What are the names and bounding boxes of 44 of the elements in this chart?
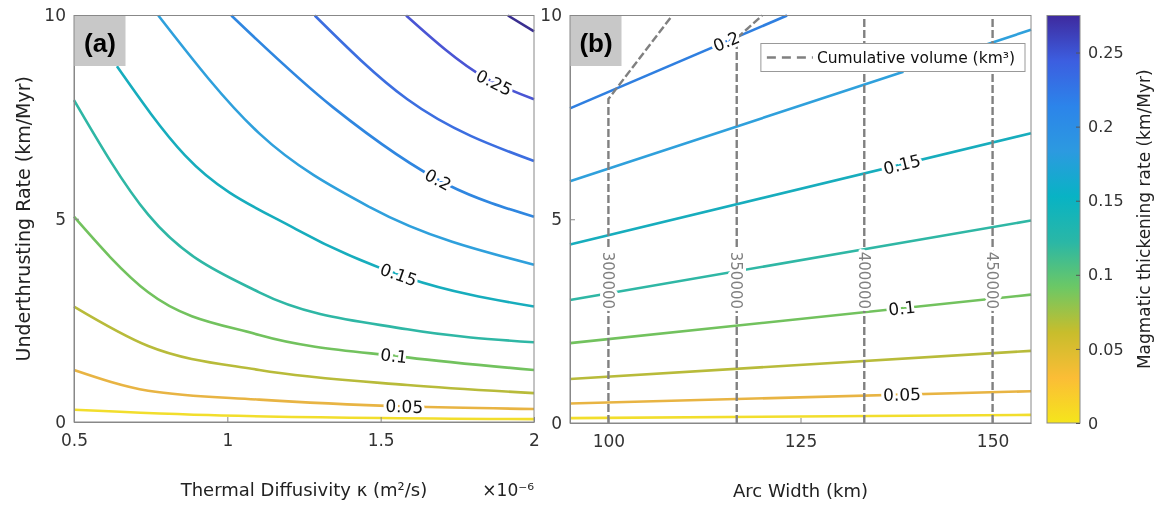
- y-tick-label: 5: [551, 209, 562, 230]
- annotation: 400000: [855, 251, 874, 310]
- x-axis-title: Arc Width (km): [733, 480, 868, 501]
- y-tick-label: 10: [44, 5, 66, 26]
- text: 0.1: [887, 296, 917, 320]
- y-tick-label: 10: [540, 5, 562, 26]
- text: (a): [84, 27, 116, 58]
- color-bar-title: Magmatic thickening rate (km/Myr): [1134, 69, 1154, 370]
- annotation: 450000: [983, 251, 1002, 310]
- line-series: [230, 14, 536, 219]
- text: 0.15: [377, 258, 420, 291]
- y-tick-label: 0: [55, 411, 66, 432]
- color-bar-label: 0.05: [1088, 339, 1124, 359]
- text: 0.2: [709, 26, 743, 56]
- text: 0.1: [379, 344, 409, 368]
- x-tick-label: 125: [784, 431, 818, 452]
- x-tick-label: 1: [222, 430, 234, 451]
- x-tick-label: 1.5: [367, 430, 395, 451]
- color-bar-label: 0.2: [1088, 117, 1114, 137]
- legend-title: Cumulative volume (km³): [816, 48, 1015, 67]
- line-series: [72, 98, 536, 344]
- y-tick-label: 0: [551, 412, 562, 433]
- annotation: 350000: [727, 251, 746, 310]
- y-tick-label: 5: [55, 208, 66, 229]
- color-bar-label: 0.15: [1088, 191, 1124, 211]
- color-bar-label: 0.1: [1088, 265, 1114, 285]
- color-bar-label: 0.25: [1088, 43, 1124, 63]
- color-bar-label: 0: [1088, 413, 1099, 433]
- line-series: [115, 65, 536, 308]
- x-tick-label: 100: [592, 431, 626, 452]
- text: 0.2: [421, 164, 455, 195]
- text: (b): [579, 27, 613, 58]
- text: ×10⁻⁶: [482, 480, 535, 500]
- x-tick-label: 0.5: [60, 430, 89, 451]
- annotation: 300000: [599, 251, 618, 310]
- legend: Cumulative volume (km³): [760, 43, 1026, 72]
- x-tick-label: 2: [529, 430, 540, 451]
- text: 0.25: [472, 65, 516, 101]
- x-axis-title: Thermal Diffusivity κ (m²/s): [179, 479, 428, 500]
- x-tick-label: 150: [976, 431, 1010, 452]
- line-series: [72, 305, 536, 395]
- line-series: [72, 215, 536, 372]
- y-axis-title: Underthrusting Rate (km/Myr): [12, 76, 34, 362]
- text: 0.15: [881, 150, 923, 179]
